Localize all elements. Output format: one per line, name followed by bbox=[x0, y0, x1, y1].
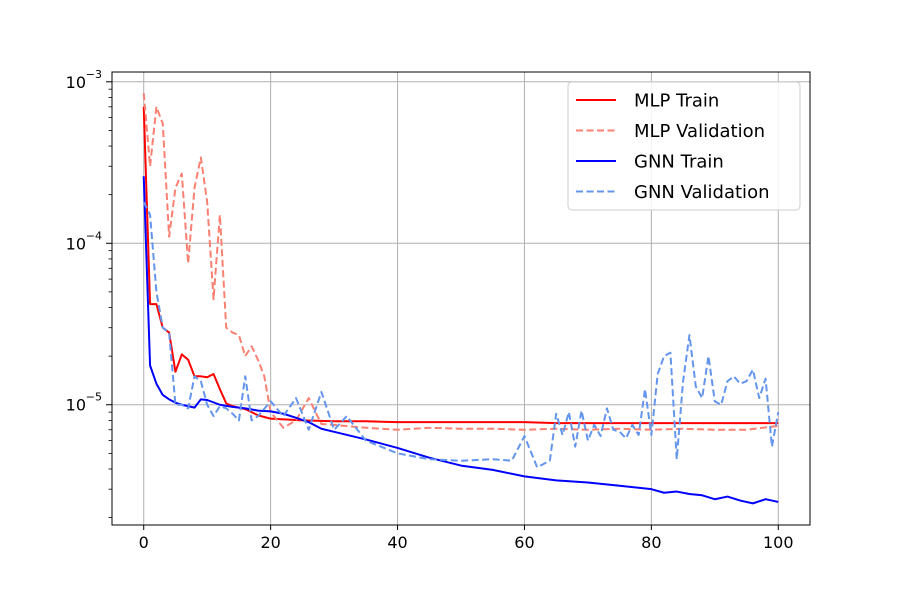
y-tick-label: 10 bbox=[66, 234, 86, 253]
legend-label: GNN Train bbox=[634, 152, 724, 173]
series-line-gnn-validation bbox=[142, 201, 780, 469]
series-layer bbox=[142, 93, 780, 505]
x-tick-label: 60 bbox=[514, 533, 534, 552]
y-tick-label: 10 bbox=[66, 396, 86, 415]
legend-box bbox=[567, 81, 801, 211]
y-tick-exponent: −5 bbox=[86, 391, 102, 404]
series-line-gnn-train bbox=[142, 176, 779, 505]
legend: MLP Train MLP Validation GNN Train GNN Vali… bbox=[567, 81, 801, 211]
legend-label: GNN Validation bbox=[634, 182, 769, 203]
x-tick-label: 40 bbox=[387, 533, 407, 552]
y-tick-exponent: −3 bbox=[86, 68, 102, 81]
y-tick-exponent: −4 bbox=[86, 229, 102, 242]
x-tick-label: 80 bbox=[641, 533, 661, 552]
y-tick-label: 10 bbox=[66, 73, 86, 92]
x-tick-label: 20 bbox=[260, 533, 280, 552]
legend-label: MLP Train bbox=[634, 91, 719, 112]
legend-label: MLP Validation bbox=[634, 121, 765, 142]
plot-frame bbox=[111, 71, 811, 526]
x-tick-label: 0 bbox=[139, 533, 149, 552]
x-tick-label: 100 bbox=[763, 533, 794, 552]
